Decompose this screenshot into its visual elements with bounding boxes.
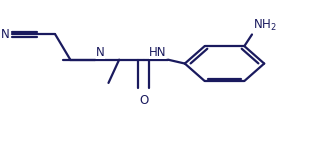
Text: N: N bbox=[1, 28, 10, 41]
Text: HN: HN bbox=[149, 46, 166, 59]
Text: NH$_2$: NH$_2$ bbox=[253, 18, 277, 33]
Text: N: N bbox=[96, 46, 105, 59]
Text: O: O bbox=[139, 94, 148, 107]
